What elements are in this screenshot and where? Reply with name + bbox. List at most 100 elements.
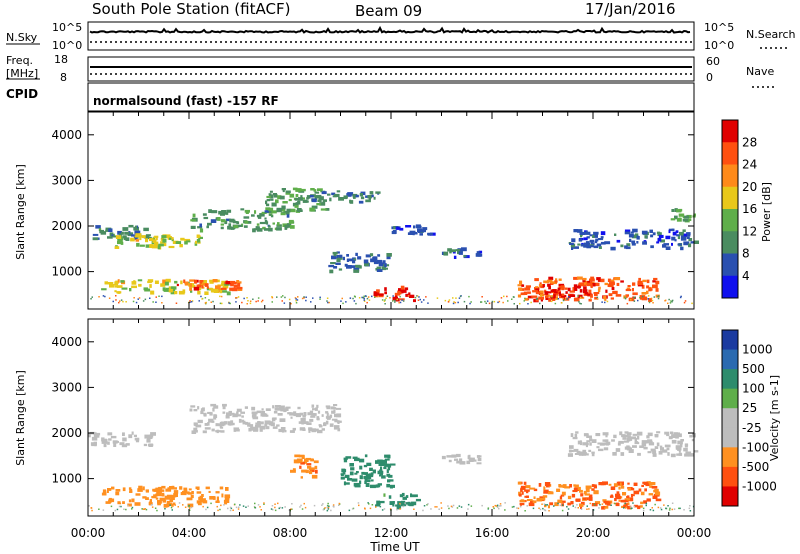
power-ground-cell	[255, 300, 257, 303]
velocity-cell	[626, 437, 633, 441]
power-ground-cell	[562, 297, 565, 300]
velocity-cell	[195, 486, 200, 490]
velocity-ground-cell	[156, 509, 158, 512]
velocity-cell	[289, 430, 295, 433]
power-cell	[237, 224, 243, 227]
velocity-cell	[225, 495, 229, 500]
velocity-cell	[673, 432, 678, 435]
velocity-cell	[395, 504, 401, 507]
velocity-ground-cell	[253, 505, 256, 508]
power-ground-cell	[201, 298, 203, 300]
power-cell	[677, 243, 682, 246]
power-cell	[338, 197, 342, 200]
power-cell	[550, 296, 556, 300]
power-ground-cell	[219, 302, 222, 305]
power-ground-cell	[115, 295, 117, 297]
velocity-cell	[142, 486, 145, 491]
power-cell	[319, 202, 326, 206]
power-cell	[572, 287, 576, 291]
velocity-cell	[189, 408, 193, 412]
power-cell	[590, 282, 596, 287]
power-cell	[286, 214, 290, 218]
velocity-ground-cell	[513, 505, 515, 508]
velocity-cell	[384, 458, 390, 461]
power-ground-cell	[354, 296, 356, 298]
velocity-cell	[670, 453, 676, 458]
power-cell	[384, 267, 388, 270]
velocity-ground-cell	[390, 502, 392, 504]
velocity-cell	[272, 417, 277, 420]
velocity-cell	[582, 449, 587, 453]
power-cell	[681, 234, 686, 239]
power-cell	[608, 284, 614, 288]
power-cell	[665, 235, 671, 240]
power-ground-cell	[657, 295, 659, 298]
velocity-ground-cell	[671, 508, 673, 511]
velocity-ground-cell	[689, 510, 692, 512]
velocity-cell	[308, 467, 315, 470]
power-cell	[143, 287, 148, 291]
power-ground-cell	[327, 301, 329, 304]
velocity-ground-cell	[323, 508, 325, 510]
velocity-ground-cell	[659, 507, 662, 509]
velocity-cell	[335, 407, 342, 410]
velocity-ytick-label: 4000	[51, 335, 82, 349]
power-cell	[535, 288, 539, 292]
velocity-cell	[224, 499, 230, 503]
velocity-ground-cell	[589, 502, 591, 505]
power-cell	[194, 279, 197, 284]
velocity-ground-cell	[588, 508, 590, 510]
velocity-ground-cell	[131, 506, 134, 509]
velocity-ground-cell	[242, 505, 245, 507]
velocity-ground-cell	[657, 506, 660, 509]
power-ground-cell	[220, 295, 223, 298]
power-cell	[589, 239, 595, 243]
velocity-cell	[359, 480, 362, 484]
power-ytick-label: 1000	[51, 265, 82, 279]
velocity-cell	[213, 416, 217, 420]
velocity-cell	[292, 427, 296, 431]
velocity-ground-cell	[516, 507, 518, 509]
power-ground-cell	[453, 301, 455, 303]
power-cell	[656, 231, 661, 234]
power-cell	[107, 282, 114, 285]
power-ground-cell	[158, 295, 160, 297]
velocity-cell	[615, 493, 621, 498]
velocity-cell	[663, 449, 667, 453]
velocity-ground-cell	[545, 504, 547, 506]
power-ground-cell	[319, 296, 321, 299]
velocity-ground-cell	[586, 505, 588, 507]
velocity-cell	[389, 463, 396, 466]
velocity-ground-cell	[673, 508, 676, 510]
power-cell	[92, 233, 99, 236]
velocity-cell	[666, 434, 670, 437]
nsky-line	[89, 25, 691, 34]
velocity-cell	[560, 494, 565, 497]
power-cell	[586, 236, 590, 239]
velocity-cell	[622, 492, 627, 496]
power-cell	[333, 193, 340, 198]
power-ground-cell	[419, 298, 421, 301]
velocity-ground-cell	[543, 503, 546, 505]
power-cell	[554, 280, 558, 283]
velocity-ground-cell	[593, 503, 596, 506]
power-cell	[282, 201, 288, 204]
power-cell	[365, 254, 371, 258]
power-cell	[624, 231, 631, 235]
velocity-ground-cell	[430, 508, 432, 510]
power-cell	[284, 227, 288, 230]
power-ground-cell	[513, 303, 515, 305]
velocity-ground-cell	[271, 505, 274, 507]
power-ground-cell	[294, 297, 297, 299]
velocity-cell	[660, 447, 664, 451]
velocity-cell	[579, 503, 584, 507]
power-cell	[365, 195, 368, 198]
power-cell	[565, 291, 568, 294]
power-ground-cell	[550, 295, 553, 297]
velocity-cell	[304, 412, 307, 416]
velocity-cell	[287, 412, 292, 415]
velocity-cell	[633, 504, 638, 508]
velocity-cell	[404, 502, 411, 505]
power-colorbar-tick: 8	[742, 247, 750, 261]
power-cell	[625, 294, 629, 297]
